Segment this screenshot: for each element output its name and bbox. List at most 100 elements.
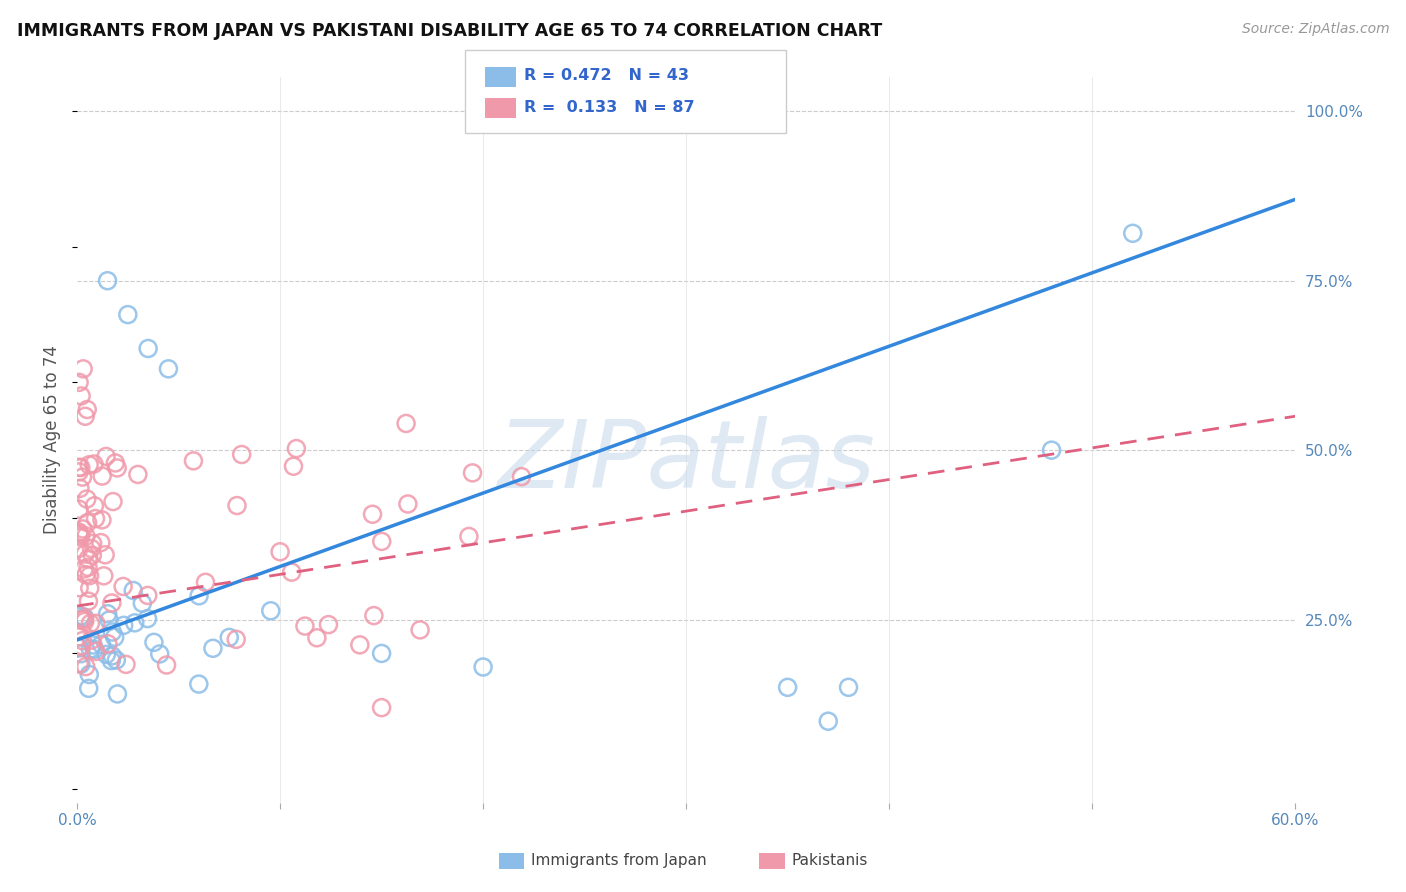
Point — [395, 417, 418, 431]
Point — [77, 594, 100, 608]
Point — [155, 658, 177, 673]
Point — [472, 660, 495, 674]
Point — [73, 610, 96, 624]
Point — [70, 639, 93, 653]
Point — [77, 458, 100, 472]
Point — [72, 361, 94, 376]
Point — [67, 502, 90, 516]
Point — [67, 657, 90, 671]
Point — [107, 687, 129, 701]
Point — [75, 567, 97, 582]
Text: R =  0.133   N = 87: R = 0.133 N = 87 — [524, 100, 695, 114]
Point — [70, 389, 93, 403]
Text: Pakistanis: Pakistanis — [792, 854, 868, 868]
Point — [67, 465, 90, 479]
Point — [104, 630, 127, 644]
Point — [97, 637, 120, 651]
Point — [115, 657, 138, 672]
Point — [149, 647, 172, 661]
Text: Source: ZipAtlas.com: Source: ZipAtlas.com — [1241, 22, 1389, 37]
Point — [363, 608, 385, 623]
Point — [93, 569, 115, 583]
Point — [72, 522, 94, 536]
Point — [72, 470, 94, 484]
Point — [77, 681, 100, 696]
Point — [98, 613, 121, 627]
Point — [76, 516, 98, 530]
Point — [318, 617, 340, 632]
Point — [510, 469, 533, 483]
Point — [83, 457, 105, 471]
Point — [112, 618, 135, 632]
Point — [75, 659, 97, 673]
Text: Immigrants from Japan: Immigrants from Japan — [531, 854, 707, 868]
Point — [69, 609, 91, 624]
Point — [136, 342, 159, 356]
Point — [370, 647, 392, 661]
Point — [83, 642, 105, 657]
Point — [82, 536, 104, 550]
Point — [838, 681, 860, 695]
Point — [75, 529, 97, 543]
Point — [73, 612, 96, 626]
Y-axis label: Disability Age 65 to 74: Disability Age 65 to 74 — [44, 345, 60, 534]
Point — [280, 565, 302, 579]
Point — [269, 545, 291, 559]
Point — [294, 619, 316, 633]
Point — [70, 612, 93, 626]
Point — [349, 638, 371, 652]
Point — [101, 596, 124, 610]
Point — [187, 677, 209, 691]
Point — [104, 456, 127, 470]
Point — [73, 547, 96, 561]
Point — [84, 511, 107, 525]
Point — [218, 631, 240, 645]
Point — [77, 667, 100, 681]
Point — [305, 631, 328, 645]
Point — [69, 481, 91, 495]
Point — [67, 376, 90, 390]
Point — [183, 454, 205, 468]
Point — [157, 361, 180, 376]
Point — [67, 630, 90, 644]
Point — [73, 615, 96, 629]
Point — [84, 616, 107, 631]
Point — [124, 615, 146, 630]
Text: R = 0.472   N = 43: R = 0.472 N = 43 — [524, 69, 689, 83]
Point — [76, 491, 98, 506]
Point — [194, 575, 217, 590]
Point — [1040, 443, 1063, 458]
Point — [371, 534, 394, 549]
Point — [90, 637, 112, 651]
Point — [361, 508, 384, 522]
Point — [101, 494, 124, 508]
Point — [226, 499, 249, 513]
Point — [91, 469, 114, 483]
Point — [112, 579, 135, 593]
Point — [75, 409, 97, 424]
Point — [84, 644, 107, 658]
Point — [101, 625, 124, 640]
Point — [70, 647, 93, 661]
Point — [69, 528, 91, 542]
Point — [396, 497, 419, 511]
Point — [225, 632, 247, 647]
Point — [817, 714, 839, 729]
Point — [76, 402, 98, 417]
Point — [67, 526, 90, 541]
Point — [776, 681, 799, 695]
Point — [409, 623, 432, 637]
Point — [83, 499, 105, 513]
Point — [142, 635, 165, 649]
Point — [136, 589, 159, 603]
Point — [94, 548, 117, 562]
Point — [69, 530, 91, 544]
Point — [127, 467, 149, 482]
Point — [67, 640, 90, 655]
Point — [100, 654, 122, 668]
Point — [96, 274, 118, 288]
Point — [101, 648, 124, 663]
Point — [73, 562, 96, 576]
Point — [69, 460, 91, 475]
Point — [77, 560, 100, 574]
